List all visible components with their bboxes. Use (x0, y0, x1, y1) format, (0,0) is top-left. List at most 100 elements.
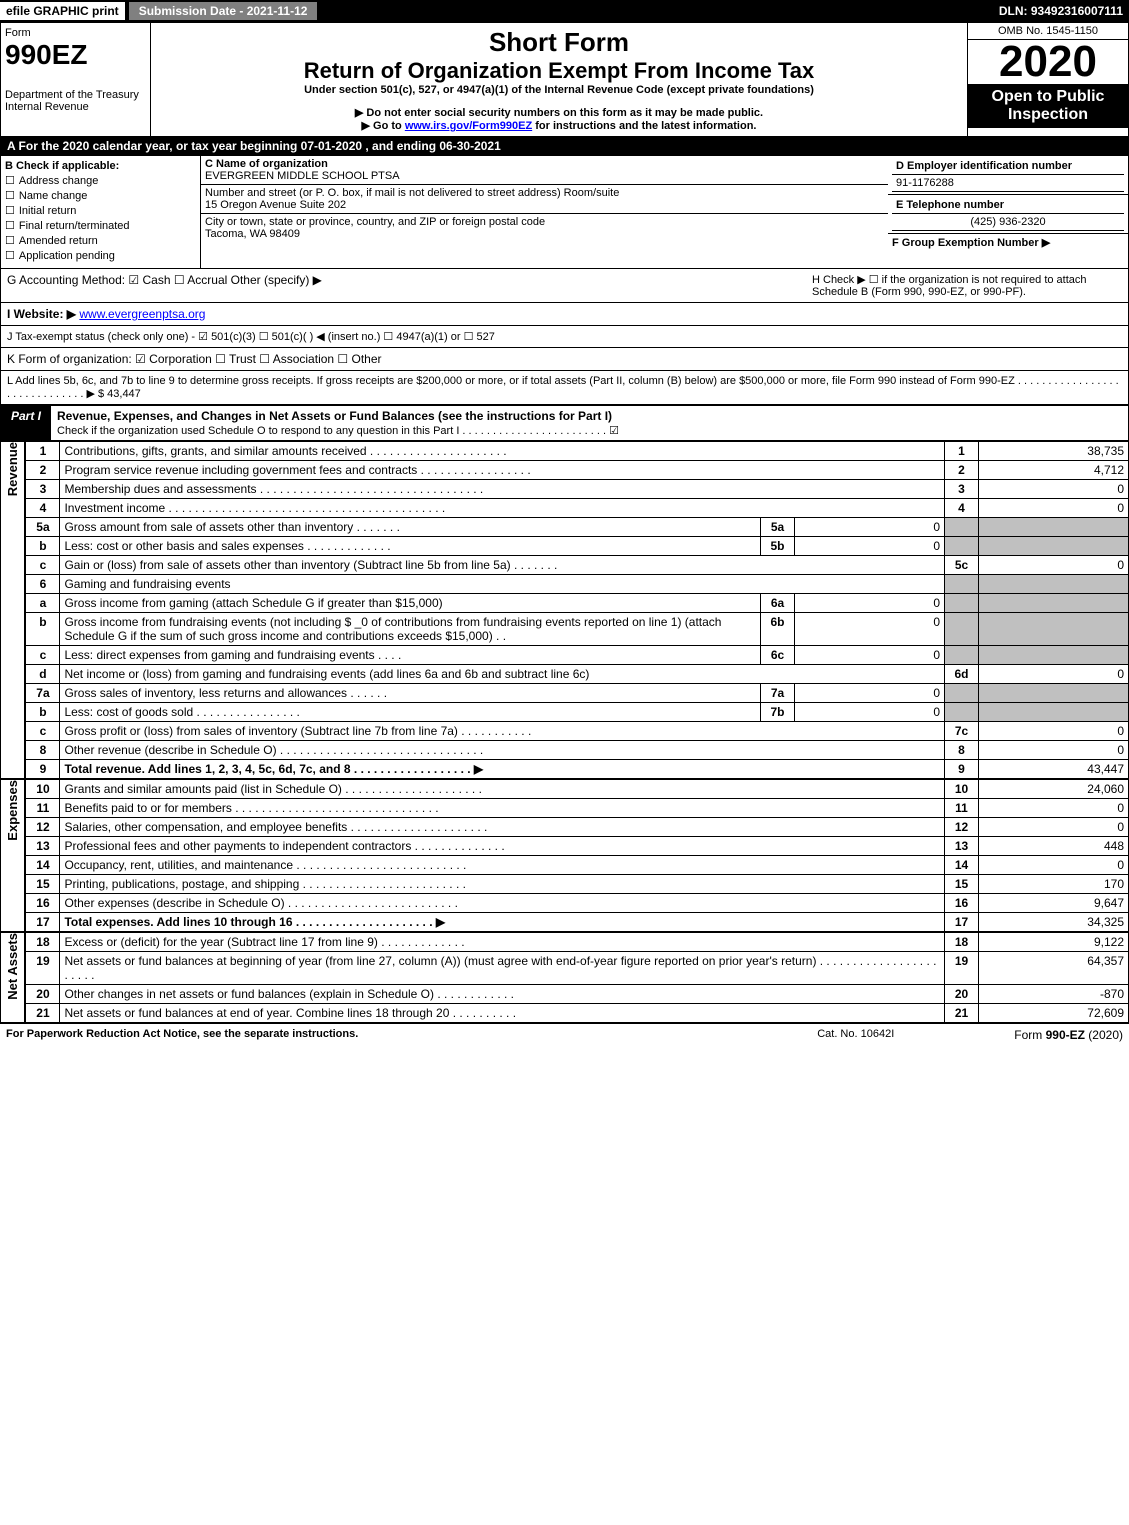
line-desc: Occupancy, rent, utilities, and maintena… (60, 856, 945, 875)
table-row: aGross income from gaming (attach Schedu… (26, 594, 1129, 613)
inner-line-number: 6b (761, 613, 795, 646)
inner-line-value: 0 (795, 594, 945, 613)
catalog-number: Cat. No. 10642I (817, 1028, 894, 1042)
line-number: 17 (26, 913, 60, 932)
check-name-change[interactable]: Name change (5, 189, 196, 202)
table-row: 21Net assets or fund balances at end of … (26, 1004, 1129, 1023)
line-number: 8 (26, 741, 60, 760)
section-b-title: B Check if applicable: (5, 160, 196, 172)
table-row: 9Total revenue. Add lines 1, 2, 3, 4, 5c… (26, 760, 1129, 779)
line-number: 21 (26, 1004, 60, 1023)
netassets-table: 18Excess or (deficit) for the year (Subt… (25, 932, 1129, 1023)
dln: DLN: 93492316007111 (999, 4, 1129, 18)
inner-line-number: 6a (761, 594, 795, 613)
line-number: 4 (26, 499, 60, 518)
right-line-value: 9,122 (979, 933, 1129, 952)
right-line-value: 72,609 (979, 1004, 1129, 1023)
inner-line-number: 6c (761, 646, 795, 665)
right-line-value: 38,735 (979, 442, 1129, 461)
right-line-value: 4,712 (979, 461, 1129, 480)
inner-line-number: 5b (761, 537, 795, 556)
check-initial-return[interactable]: Initial return (5, 204, 196, 217)
right-line-number: 7c (945, 722, 979, 741)
right-line-value: 0 (979, 556, 1129, 575)
right-line-value: 0 (979, 665, 1129, 684)
line-desc: Excess or (deficit) for the year (Subtra… (60, 933, 945, 952)
phone-block: E Telephone number (425) 936-2320 (888, 195, 1128, 234)
revenue-table: 1Contributions, gifts, grants, and simil… (25, 441, 1129, 779)
line-desc: Net assets or fund balances at end of ye… (60, 1004, 945, 1023)
line-number: 15 (26, 875, 60, 894)
table-row: 5aGross amount from sale of assets other… (26, 518, 1129, 537)
line-number: 19 (26, 952, 60, 985)
header-right: OMB No. 1545-1150 2020 Open to Public In… (968, 23, 1128, 136)
line-desc: Investment income . . . . . . . . . . . … (60, 499, 945, 518)
line-desc: Total revenue. Add lines 1, 2, 3, 4, 5c,… (60, 760, 945, 779)
right-line-value: 0 (979, 741, 1129, 760)
form-label: Form (5, 27, 146, 39)
table-row: 2Program service revenue including gover… (26, 461, 1129, 480)
table-row: 15Printing, publications, postage, and s… (26, 875, 1129, 894)
line-l: L Add lines 5b, 6c, and 7b to line 9 to … (0, 371, 1129, 405)
part1-header: Part I Revenue, Expenses, and Changes in… (0, 405, 1129, 441)
form-header: Form 990EZ Department of the Treasury In… (0, 22, 1129, 137)
inner-line-value: 0 (795, 703, 945, 722)
right-line-value: 170 (979, 875, 1129, 894)
line-desc: Benefits paid to or for members . . . . … (60, 799, 945, 818)
table-row: 7aGross sales of inventory, less returns… (26, 684, 1129, 703)
line-g: G Accounting Method: ☑ Cash ☐ Accrual Ot… (7, 273, 812, 298)
right-line-number: 15 (945, 875, 979, 894)
check-application-pending[interactable]: Application pending (5, 249, 196, 262)
line-number: a (26, 594, 60, 613)
line-number: d (26, 665, 60, 684)
ein-block: D Employer identification number 91-1176… (888, 156, 1128, 195)
right-line-value: 0 (979, 856, 1129, 875)
inner-line-value: 0 (795, 537, 945, 556)
check-amended-return[interactable]: Amended return (5, 234, 196, 247)
line-desc: Gaming and fundraising events (60, 575, 945, 594)
right-line-number (945, 575, 979, 594)
line-number: 20 (26, 985, 60, 1004)
website-link[interactable]: www.evergreenptsa.org (79, 307, 205, 321)
line-desc: Professional fees and other payments to … (60, 837, 945, 856)
line-number: 12 (26, 818, 60, 837)
line-desc: Less: direct expenses from gaming and fu… (60, 646, 761, 665)
table-row: 4Investment income . . . . . . . . . . .… (26, 499, 1129, 518)
right-line-number: 17 (945, 913, 979, 932)
inner-line-value: 0 (795, 684, 945, 703)
right-line-number (945, 518, 979, 537)
inner-line-number: 7b (761, 703, 795, 722)
right-line-value (979, 613, 1129, 646)
right-line-value (979, 594, 1129, 613)
right-line-value: 0 (979, 499, 1129, 518)
line-j: J Tax-exempt status (check only one) - ☑… (0, 326, 1129, 348)
table-row: 18Excess or (deficit) for the year (Subt… (26, 933, 1129, 952)
org-address: 15 Oregon Avenue Suite 202 (205, 199, 884, 211)
org-name: EVERGREEN MIDDLE SCHOOL PTSA (205, 170, 884, 182)
inner-line-value: 0 (795, 646, 945, 665)
line-desc: Net income or (loss) from gaming and fun… (60, 665, 945, 684)
check-final-return[interactable]: Final return/terminated (5, 219, 196, 232)
line-desc: Net assets or fund balances at beginning… (60, 952, 945, 985)
right-line-number: 14 (945, 856, 979, 875)
table-row: 3Membership dues and assessments . . . .… (26, 480, 1129, 499)
inner-line-value: 0 (795, 613, 945, 646)
irs-link[interactable]: www.irs.gov/Form990EZ (405, 120, 532, 132)
ein-value: 91-1176288 (892, 175, 1124, 192)
table-row: cLess: direct expenses from gaming and f… (26, 646, 1129, 665)
table-row: 19Net assets or fund balances at beginni… (26, 952, 1129, 985)
right-line-number: 3 (945, 480, 979, 499)
org-city: Tacoma, WA 98409 (205, 228, 884, 240)
right-line-number (945, 594, 979, 613)
group-exemption: F Group Exemption Number ▶ (888, 234, 1128, 251)
page-footer: For Paperwork Reduction Act Notice, see … (0, 1023, 1129, 1046)
right-line-value (979, 537, 1129, 556)
right-line-number: 5c (945, 556, 979, 575)
line-h: H Check ▶ ☐ if the organization is not r… (812, 273, 1122, 298)
line-desc: Gross sales of inventory, less returns a… (60, 684, 761, 703)
warning-1: ▶ Do not enter social security numbers o… (155, 106, 963, 119)
right-line-number: 12 (945, 818, 979, 837)
right-line-number: 18 (945, 933, 979, 952)
check-address-change[interactable]: Address change (5, 174, 196, 187)
table-row: 20Other changes in net assets or fund ba… (26, 985, 1129, 1004)
